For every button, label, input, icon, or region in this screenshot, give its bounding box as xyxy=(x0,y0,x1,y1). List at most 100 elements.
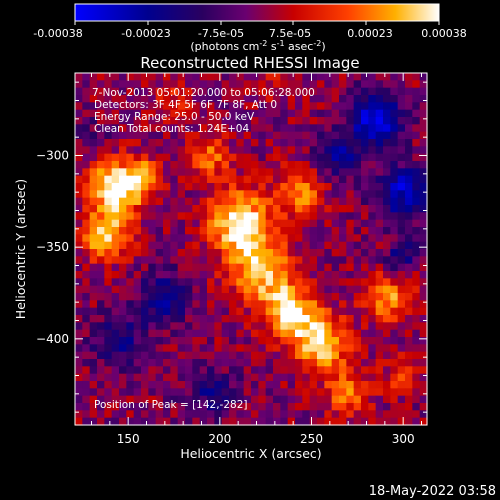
heatmap-cell xyxy=(317,190,325,199)
heatmap-cell xyxy=(324,212,333,221)
heatmap-cell xyxy=(309,80,318,89)
heatmap-cell xyxy=(89,381,98,389)
heatmap-cell xyxy=(265,175,274,184)
heatmap-cell xyxy=(353,197,362,206)
heatmap-cell xyxy=(177,381,186,389)
heatmap-cell xyxy=(243,109,252,118)
heatmap-cell xyxy=(133,388,142,397)
heatmap-cell xyxy=(199,212,208,221)
heatmap-cell xyxy=(192,307,201,316)
heatmap-cell xyxy=(324,183,333,191)
heatmap-cell xyxy=(339,300,347,309)
heatmap-cell xyxy=(126,212,135,221)
heatmap-cell xyxy=(119,212,127,221)
heatmap-cell xyxy=(383,278,391,287)
heatmap-cell xyxy=(295,329,303,338)
heatmap-cell xyxy=(126,80,135,89)
heatmap-cell xyxy=(185,175,193,184)
heatmap-cell xyxy=(302,139,311,147)
heatmap-cell xyxy=(397,197,406,206)
heatmap-cell xyxy=(405,190,413,199)
heatmap-cell xyxy=(163,329,171,338)
heatmap-cell xyxy=(287,227,296,235)
heatmap-cell xyxy=(185,124,193,133)
heatmap-cell xyxy=(199,117,208,125)
heatmap-cell xyxy=(243,278,252,287)
heatmap-cell xyxy=(104,366,113,375)
heatmap-cell xyxy=(302,183,311,191)
heatmap-cell xyxy=(75,359,83,367)
heatmap-cell xyxy=(89,366,98,375)
heatmap-cell xyxy=(155,87,164,96)
heatmap-cell xyxy=(155,285,164,294)
heatmap-cell xyxy=(236,307,245,316)
heatmap-cell xyxy=(89,300,98,309)
heatmap-cell xyxy=(251,373,259,382)
heatmap-cell xyxy=(229,227,237,235)
heatmap-cell xyxy=(177,95,186,103)
heatmap-cell xyxy=(273,249,281,257)
heatmap-cell xyxy=(221,256,230,265)
heatmap-cell xyxy=(163,395,171,404)
heatmap-cell xyxy=(375,395,384,404)
heatmap-cell xyxy=(317,271,325,279)
heatmap-cell xyxy=(126,161,135,169)
heatmap-cell xyxy=(375,124,384,133)
heatmap-cell xyxy=(295,219,303,228)
heatmap-cell xyxy=(265,344,274,353)
heatmap-cell xyxy=(119,139,127,147)
heatmap-cell xyxy=(339,131,347,140)
heatmap-cell xyxy=(170,337,179,345)
heatmap-cell xyxy=(207,80,215,89)
heatmap-cell xyxy=(368,307,377,316)
heatmap-cell xyxy=(273,293,281,301)
heatmap-cell xyxy=(295,381,303,389)
heatmap-cell xyxy=(89,315,98,323)
heatmap-cell xyxy=(368,410,377,419)
heatmap-cell xyxy=(207,322,215,331)
heatmap-cell xyxy=(119,219,127,228)
heatmap-cell xyxy=(111,131,120,140)
heatmap-cell xyxy=(177,241,186,250)
heatmap-cell xyxy=(346,271,355,279)
heatmap-cell xyxy=(229,161,237,169)
heatmap-cell xyxy=(273,175,281,184)
heatmap-cell xyxy=(280,344,289,353)
heatmap-cell xyxy=(236,373,245,382)
heatmap-cell xyxy=(236,212,245,221)
heatmap-cell xyxy=(331,351,340,360)
heatmap-cell xyxy=(251,315,259,323)
heatmap-cell xyxy=(221,337,230,345)
heatmap-cell xyxy=(214,359,223,367)
heatmap-cell xyxy=(207,307,215,316)
heatmap-cell xyxy=(155,183,164,191)
heatmap-cell xyxy=(207,146,215,155)
heatmap-cell xyxy=(265,212,274,221)
heatmap-cell xyxy=(141,183,149,191)
y-tick-label: −350 xyxy=(36,240,69,254)
heatmap-cell xyxy=(82,95,91,103)
heatmap-cell xyxy=(273,131,281,140)
heatmap-cell xyxy=(75,373,83,382)
heatmap-cell xyxy=(155,315,164,323)
heatmap-cell xyxy=(324,278,333,287)
heatmap-cell xyxy=(375,168,384,177)
heatmap-cell xyxy=(214,285,223,294)
heatmap-cell xyxy=(368,249,377,257)
heatmap-cell xyxy=(265,373,274,382)
heatmap-cell xyxy=(214,109,223,118)
heatmap-cell xyxy=(273,153,281,162)
heatmap-cell xyxy=(383,234,391,243)
image-annotations: 7-Nov-2013 05:01:20.000 to 05:06:28.000 … xyxy=(92,87,315,411)
heatmap-cell xyxy=(353,153,362,162)
heatmap-cell xyxy=(192,395,201,404)
heatmap-cell xyxy=(405,175,413,184)
heatmap-cell xyxy=(412,95,421,103)
heatmap-cell xyxy=(317,241,325,250)
heatmap-cell xyxy=(199,278,208,287)
heatmap-cell xyxy=(375,373,384,382)
heatmap-cell xyxy=(295,197,303,206)
heatmap-cell xyxy=(412,395,421,404)
heatmap-cell xyxy=(148,285,157,294)
heatmap-cell xyxy=(229,139,237,147)
